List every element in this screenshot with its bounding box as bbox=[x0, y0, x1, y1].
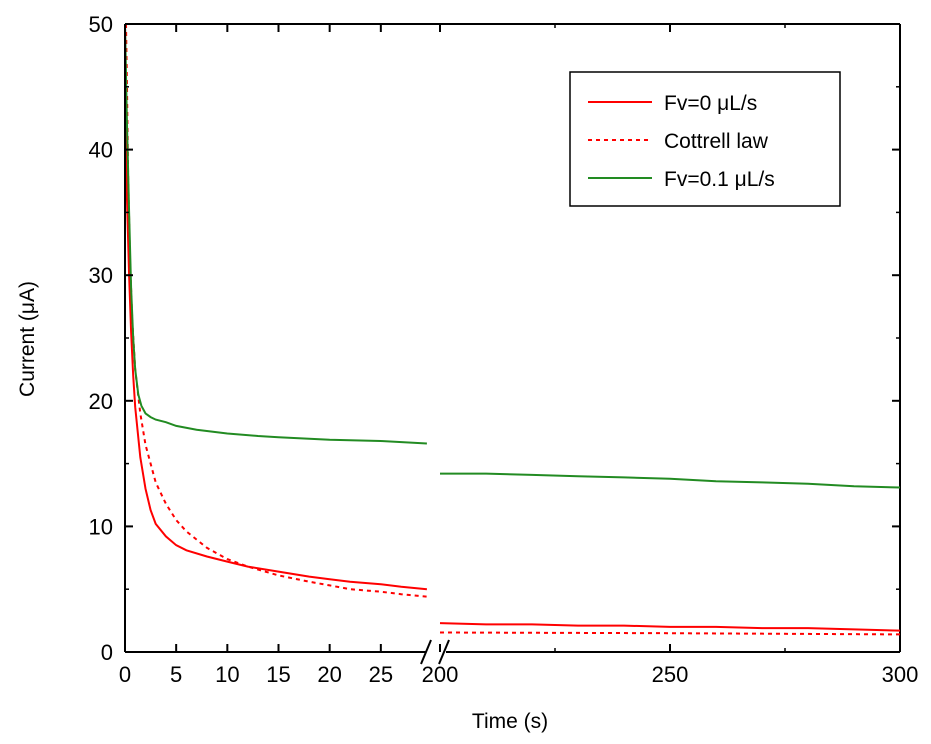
axis-break-mark bbox=[438, 639, 450, 665]
x-tick-label: 200 bbox=[422, 662, 459, 687]
series-line-0-left bbox=[124, 23, 427, 591]
x-tick-label: 300 bbox=[882, 662, 919, 687]
y-axis-title: Current (μA) bbox=[16, 281, 39, 397]
legend-label: Fv=0 μL/s bbox=[664, 92, 757, 115]
series-line-0-right bbox=[439, 622, 901, 632]
series-layer bbox=[124, 23, 901, 636]
series-line-2-right bbox=[440, 472, 901, 489]
y-tick-label: 30 bbox=[89, 263, 113, 288]
series-line-1-left bbox=[125, 23, 427, 598]
axes-layer: 0 10 20 30 40 50 0 5 10 15 20 25 200 250 300 bbox=[89, 12, 919, 687]
legend-label: Cottrell law bbox=[664, 130, 769, 153]
x-tick-label: 0 bbox=[119, 662, 131, 687]
x-tick-label: 25 bbox=[369, 662, 393, 687]
x-tick-label: 5 bbox=[170, 662, 182, 687]
series-line-1-right bbox=[439, 631, 901, 636]
y-tick-label: 40 bbox=[89, 138, 113, 163]
x-tick-label: 250 bbox=[652, 662, 689, 687]
x-tick-label: 20 bbox=[317, 662, 341, 687]
x-tick-label: 15 bbox=[266, 662, 290, 687]
y-tick-label: 50 bbox=[89, 12, 113, 37]
y-tick-label: 20 bbox=[89, 389, 113, 414]
legend-label: Fv=0.1 μL/s bbox=[664, 168, 775, 191]
x-tick-label: 10 bbox=[215, 662, 239, 687]
legend: Fv=0 μL/s Cottrell law Fv=0.1 μL/s bbox=[569, 71, 841, 207]
x-axis-title: Time (s) bbox=[472, 710, 548, 733]
series-line-2-left bbox=[124, 23, 427, 445]
axis-break-mark bbox=[420, 639, 432, 665]
y-tick-label: 0 bbox=[101, 640, 113, 665]
y-tick-label: 10 bbox=[89, 514, 113, 539]
